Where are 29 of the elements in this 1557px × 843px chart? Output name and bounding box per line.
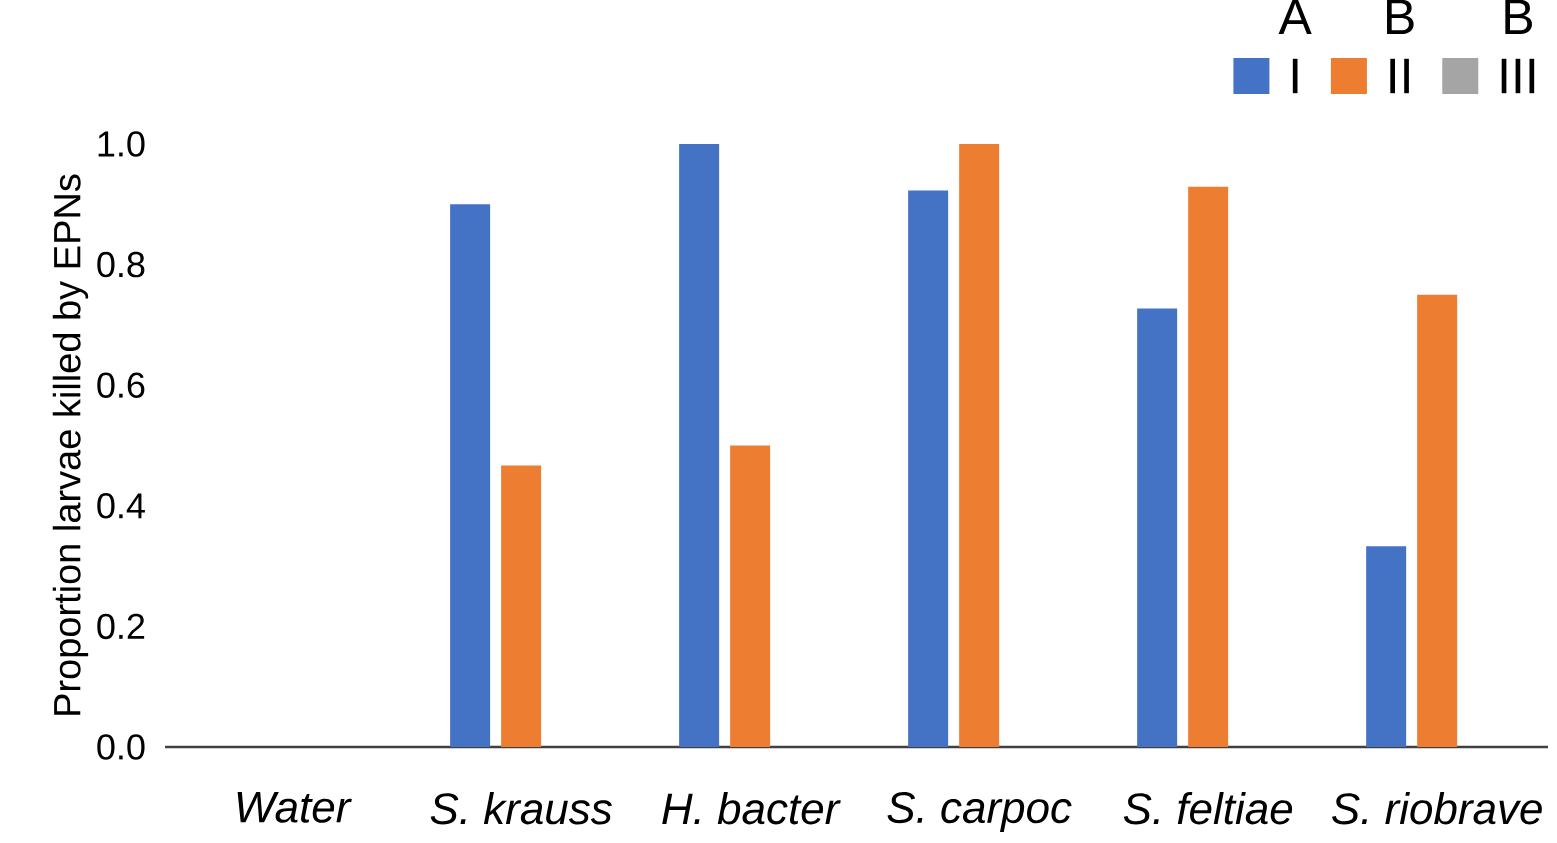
bar <box>959 144 1000 747</box>
bar <box>908 190 949 747</box>
bar <box>679 144 720 747</box>
y-tick-label: 1.0 <box>98 131 145 157</box>
y-tick-label: 0.8 <box>97 251 145 278</box>
x-tick-label: H. bacter <box>662 792 841 825</box>
bar <box>1137 308 1178 747</box>
bar <box>1417 294 1458 747</box>
y-tick-label: 0.0 <box>97 734 145 760</box>
legend-label: II <box>1390 58 1409 94</box>
x-tick-label: S. feltiae <box>1123 792 1293 825</box>
bar <box>1366 546 1407 747</box>
text: B <box>1505 0 1532 34</box>
y-tick-label: 0.2 <box>97 613 145 640</box>
x-tick-label: S. riobrave <box>1332 792 1542 825</box>
x-tick-label: S. carpoc <box>887 792 1072 832</box>
y-axis-title: Proportion larvae killed by EPNs <box>52 174 89 715</box>
text: B <box>1387 0 1414 34</box>
legend-label: I <box>1292 58 1298 94</box>
bar <box>730 445 771 747</box>
text: A <box>1278 0 1312 34</box>
x-tick-label: Water <box>237 792 352 823</box>
bar <box>450 204 491 747</box>
y-tick-label: 0.4 <box>97 493 145 519</box>
bar <box>501 465 542 747</box>
x-tick-label: S. krauss <box>430 792 612 825</box>
y-tick-label: 0.6 <box>97 372 145 398</box>
bar <box>1188 186 1229 747</box>
legend-label: III <box>1501 58 1535 94</box>
